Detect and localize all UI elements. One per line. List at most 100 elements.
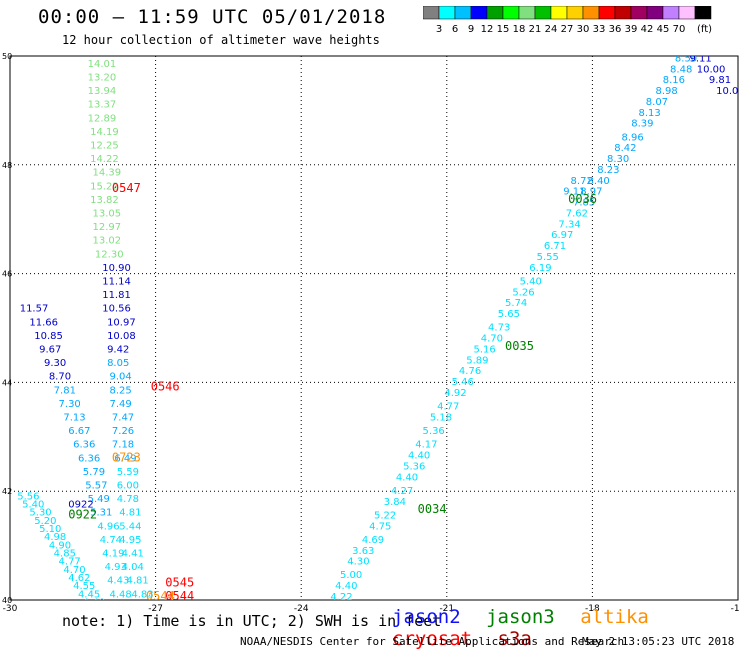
pass-time-label: 0544 [165,589,194,603]
wave-height-label: 6.97 [551,230,573,241]
pass-time-label: 0544 [146,589,175,603]
wave-height-label: 5.00 [340,570,362,581]
wave-height-label: 4.43 [107,576,129,587]
wave-height-label: 4.70 [63,565,85,576]
wave-height-label: 6.49 [114,453,136,464]
legend-jason3: jason3 [486,606,555,628]
plot-frame [9,55,739,601]
wave-height-label: 4.17 [415,440,437,451]
wave-height-label: 8.85 [692,21,714,32]
wave-height-label: 4.90 [49,540,71,551]
wave-height-label: 7.85 [573,198,595,209]
wave-height-label: 8.05 [107,358,129,369]
wave-height-label: 9.72 [685,43,707,54]
wave-height-label: 13.94 [88,86,117,97]
wave-height-label: 8.16 [663,75,685,86]
pass-time-label: 0036 [568,192,597,206]
wave-height-label: 13.37 [88,100,117,111]
wave-height-label: 10.08 [107,331,136,342]
pass-time-label: 0034 [418,502,447,516]
wave-height-label: 4.96 [97,521,119,532]
satellite-legend: jason2 jason3 altika cryosat s3a [392,606,740,650]
wave-height-label: 6.19 [529,263,551,274]
wave-height-label: 5.49 [88,494,110,505]
x-tick-label: -18 [585,604,600,614]
wave-height-label: 10.00 [697,64,726,75]
wave-height-label: 9.81 [709,75,731,86]
wave-height-label: 9.42 [107,344,129,355]
wave-height-label: 8.25 [109,385,131,396]
colorbar-tick-label: 21 [529,24,542,35]
wave-height-label: 4.77 [437,402,459,413]
legend-s3a: s3a [497,628,532,650]
generated-timestamp: May 2 13:05:23 UTC 2018 [582,635,735,648]
chart-subtitle: 12 hour collection of altimeter wave hei… [62,33,380,47]
wave-height-label: 13.05 [93,208,122,219]
wave-height-label: 4.40 [408,451,430,462]
legend-jason2: jason2 [392,606,461,628]
colorbar-tick-label: 33 [593,24,606,35]
wave-height-label: 7.18 [112,440,134,451]
wave-height-label: 7.13 [63,412,85,423]
x-tick-label: -21 [439,604,454,614]
pass-time-label: 0033 [359,600,388,614]
wave-height-label: 4.69 [362,535,384,546]
y-tick-label: 40 [2,596,12,605]
wave-height-label: 5.10 [39,524,61,535]
colorbar-tick-label: 30 [577,24,590,35]
legend-cryosat: cryosat [392,628,473,650]
wave-height-label: 5.36 [423,426,445,437]
wave-height-label: 10.56 [102,304,131,315]
wave-height-label: 9.04 [109,372,131,383]
wave-height-label: 4.40 [396,472,418,483]
wave-height-label: 4.95 [119,535,141,546]
wave-height-label: 11.81 [102,290,131,301]
wave-height-label: 15.22 [90,181,119,192]
colorbar-tick-label: 12 [481,24,494,35]
wave-height-label: 12.89 [88,113,117,124]
wave-height-label: 5.18 [430,412,452,423]
colorbar-tick-label: 6 [452,24,458,35]
wave-height-label: 5.36 [403,461,425,472]
wave-height-label: 7.47 [112,412,134,423]
wave-height-label: 8.98 [655,86,677,97]
colorbar-tick-label: 15 [497,24,510,35]
wave-height-label: 8.07 [646,97,668,108]
colorbar-tick-label: 36 [609,24,622,35]
wave-height-label: 7.30 [59,399,81,410]
wave-height-label: 5.55 [537,252,559,263]
wave-height-label: 4.30 [347,557,369,568]
wave-height-label: 4.04 [122,562,144,573]
wave-height-label: 11.14 [102,276,131,287]
wave-height-label: 14.01 [88,59,117,70]
wave-height-label: 4.19 [102,548,124,559]
color-swatch [694,6,712,20]
wave-height-label: 11.66 [29,317,58,328]
colorbar-tick-label: 70 [673,24,686,35]
colorbar-tick-label: 45 [657,24,670,35]
wave-height-label: 13.20 [88,72,117,83]
wave-height-label: 14.39 [93,168,122,179]
y-tick-label: 46 [2,270,12,279]
wave-height-label: 8.40 [588,176,610,187]
wave-height-label: 4.62 [68,573,90,584]
footer-note: note: 1) Time is in UTC; 2) SWH is in fe… [62,612,442,630]
wave-height-label: 5.31 [90,508,112,519]
wave-height-label: 4.27 [391,486,413,497]
wave-height-label: 4.82 [136,630,158,641]
wave-height-label: 5.20 [34,516,56,527]
wave-height-label: 8.13 [639,108,661,119]
wave-height-label: 9.11 [563,187,585,198]
wave-height-label: 9.47 [680,43,702,54]
wave-height-label: 8.48 [670,64,692,75]
wave-height-label: 13.82 [90,195,119,206]
x-tick-label: -27 [148,604,163,614]
pass-time-label: 0545 [165,575,194,589]
colorbar-tick-label: 39 [625,24,638,35]
wave-height-label: 4.98 [44,532,66,543]
wave-height-label: 10.00 [716,86,740,97]
wave-height-label: 5.74 [505,298,527,309]
wave-height-label: 5.40 [22,500,44,511]
wave-height-label: 4.40 [335,581,357,592]
